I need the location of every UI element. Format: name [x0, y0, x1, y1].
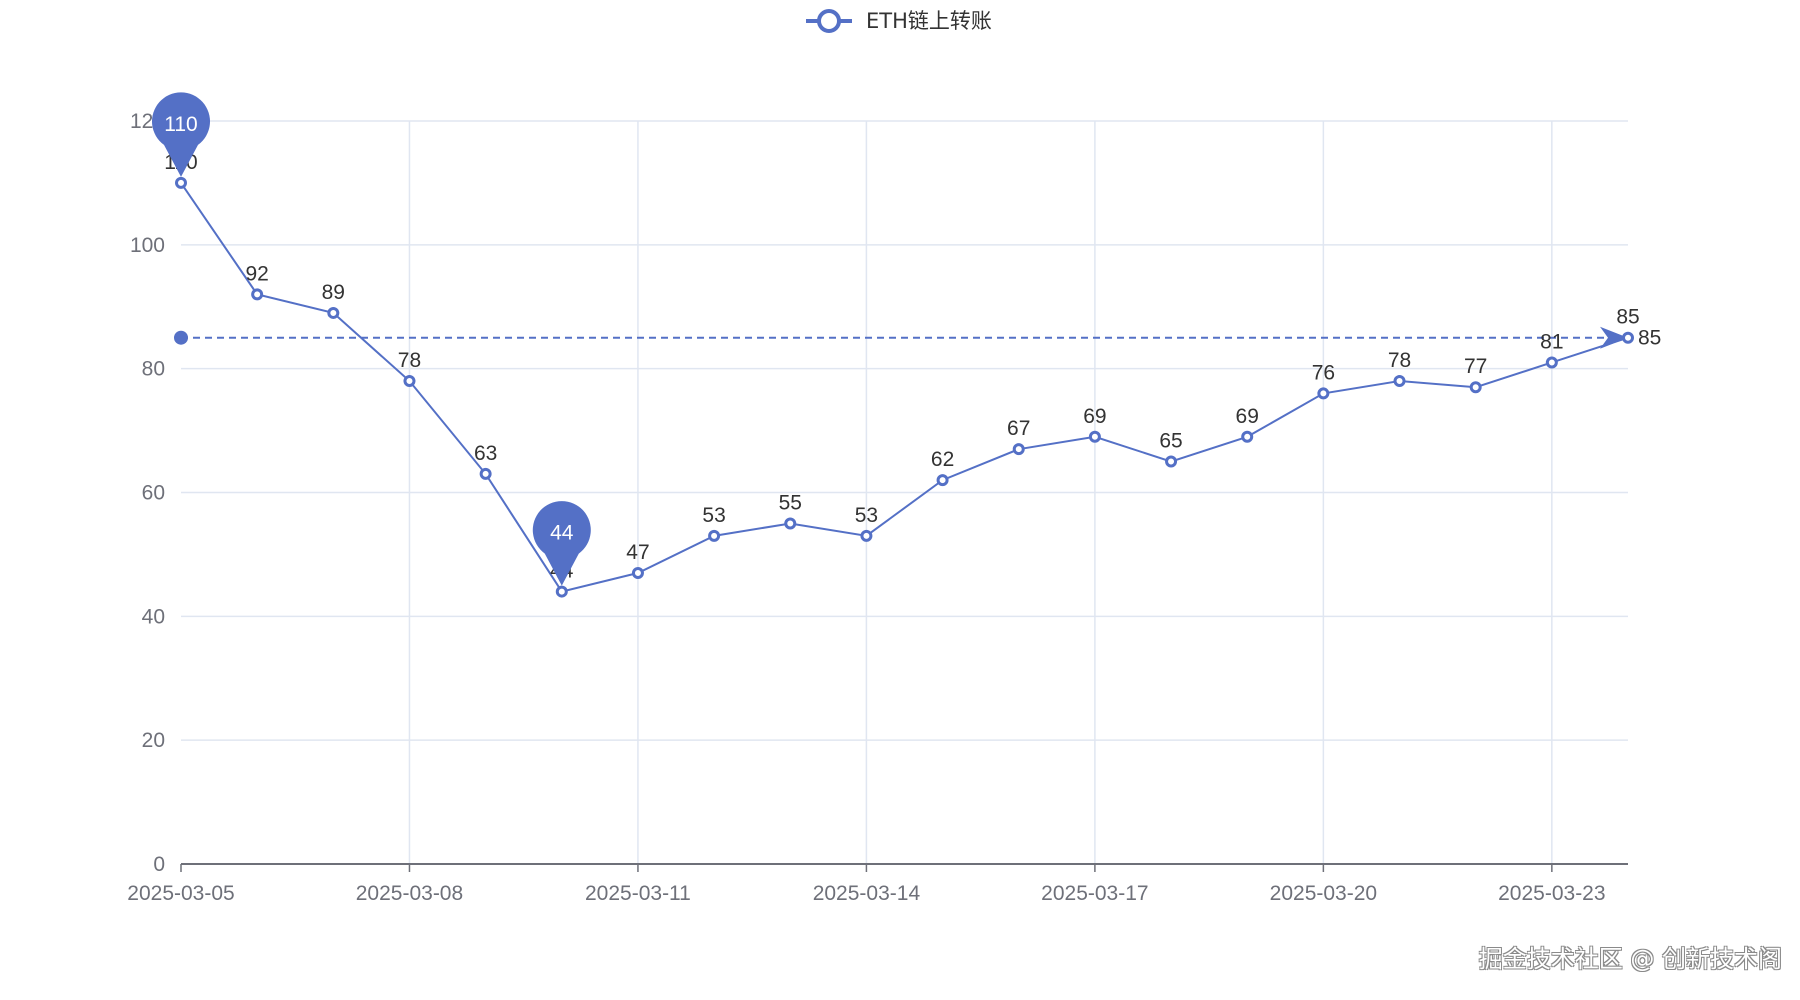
data-point	[631, 566, 644, 579]
data-point	[860, 529, 873, 542]
legend[interactable]: ETH链上转账	[806, 9, 992, 33]
data-label: 81	[1540, 330, 1563, 353]
data-label: 53	[855, 504, 878, 527]
data-point	[555, 585, 568, 598]
data-label: 62	[931, 448, 954, 471]
data-point	[1317, 387, 1330, 400]
y-tick-label: 80	[142, 358, 165, 381]
data-label: 85	[1616, 306, 1639, 329]
x-tick-label: 2025-03-05	[127, 882, 234, 905]
data-point	[327, 306, 340, 319]
data-point	[1393, 375, 1406, 388]
mark-point-pin-max	[152, 92, 210, 177]
data-point	[403, 375, 416, 388]
legend-circle-icon	[817, 9, 841, 33]
y-tick-label: 60	[142, 482, 165, 505]
data-label: 69	[1083, 405, 1106, 428]
y-tick-label: 20	[142, 729, 165, 752]
mark-point-label-min: 44	[550, 522, 574, 545]
data-label: 78	[1388, 349, 1411, 372]
x-tick-label: 2025-03-14	[813, 882, 921, 905]
mark-point-label-max: 110	[164, 113, 197, 136]
data-point	[479, 467, 492, 480]
data-point	[1241, 430, 1254, 443]
data-label: 67	[1007, 417, 1030, 440]
average-line-label: 85	[1638, 327, 1661, 350]
data-point	[1165, 455, 1178, 468]
series-line	[180, 182, 1629, 593]
average-line-arrow	[1600, 326, 1628, 349]
data-label: 63	[474, 442, 497, 465]
data-point	[251, 288, 264, 301]
data-label: 55	[779, 491, 802, 514]
data-label: 78	[398, 349, 421, 372]
mark-point-pin-min	[532, 501, 591, 586]
y-tick-label: 100	[130, 234, 165, 257]
data-point	[1469, 381, 1482, 394]
data-labels: 1109289786344475355536267696569767877818…	[164, 151, 1639, 583]
data-label: 76	[1312, 361, 1335, 384]
data-point	[175, 176, 187, 189]
mark-points: 110 44	[152, 92, 591, 586]
x-tick-label: 2025-03-23	[1498, 882, 1605, 905]
data-label: 47	[626, 541, 649, 564]
x-tick-label: 2025-03-11	[585, 882, 691, 905]
y-tick-label: 0	[153, 853, 165, 876]
average-mark-line: 85	[174, 326, 1661, 350]
x-tick-label: 2025-03-08	[356, 882, 463, 905]
data-label: 69	[1236, 405, 1259, 428]
grid	[181, 120, 1628, 864]
data-label: 65	[1159, 430, 1182, 453]
data-point	[784, 517, 797, 530]
data-point	[708, 529, 721, 542]
watermark: 掘金技术社区 @ 创新技术阁	[1478, 945, 1782, 973]
data-point	[1088, 430, 1101, 443]
data-point	[1545, 356, 1558, 369]
data-point	[936, 474, 949, 487]
average-line-start-dot	[174, 330, 188, 345]
data-label: 92	[245, 262, 268, 285]
data-label: 89	[322, 281, 345, 304]
x-tick-label: 2025-03-20	[1270, 882, 1377, 905]
data-point	[1012, 443, 1025, 456]
legend-label: ETH链上转账	[866, 9, 992, 33]
x-tick-label: 2025-03-17	[1041, 882, 1148, 905]
data-label: 77	[1464, 355, 1487, 378]
series-eth-transfers	[175, 176, 1634, 598]
y-tick-label: 40	[142, 605, 165, 628]
data-point	[1622, 331, 1634, 344]
data-label: 53	[702, 504, 725, 527]
